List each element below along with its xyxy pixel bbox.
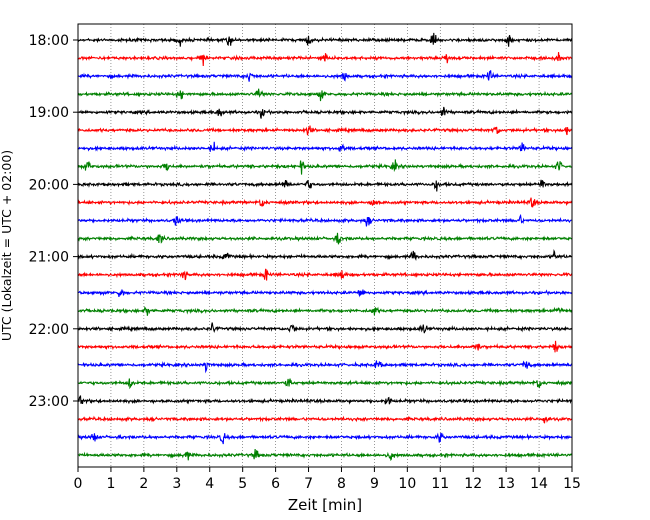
y-tick-label: 22:00 [29, 322, 69, 338]
x-tick-label: 10 [398, 476, 416, 492]
trace-2015 [77, 197, 573, 208]
grid [110, 24, 540, 467]
trace-2100 [77, 249, 572, 261]
x-tick-label: 0 [74, 476, 83, 492]
y-tick-label: 18:00 [29, 33, 69, 49]
trace-1915 [77, 125, 573, 136]
trace-2215 [77, 340, 573, 353]
x-tick-label: 14 [530, 476, 548, 492]
y-tick-label: 21:00 [29, 250, 69, 266]
trace-2300 [77, 395, 573, 405]
trace-1945 [77, 159, 573, 175]
trace-1900 [77, 106, 573, 119]
y-tick-label: 20:00 [29, 177, 69, 193]
x-tick-label: 8 [337, 476, 346, 492]
x-tick-label: 5 [238, 476, 247, 492]
trace-1830 [77, 70, 573, 82]
x-tick-label: 1 [106, 476, 115, 492]
trace-2000 [77, 179, 573, 192]
y-tick-label: 23:00 [29, 394, 69, 410]
y-axis-title: UTC (Lokalzeit = UTC + 02:00) [0, 150, 14, 341]
y-axis-ticks: 18:00 19:00 20:00 21:00 22:00 23:00 [29, 33, 78, 410]
x-tick-label: 15 [563, 476, 581, 492]
trace-2345 [77, 449, 573, 462]
trace-2145 [77, 306, 573, 316]
trace-2200 [77, 322, 573, 334]
trace-2230 [77, 360, 573, 374]
trace-2115 [77, 268, 573, 281]
trace-1845 [77, 88, 573, 102]
trace-2045 [77, 232, 573, 245]
seismic-traces [77, 32, 573, 462]
x-tick-label: 3 [172, 476, 181, 492]
x-tick-label: 4 [205, 476, 214, 492]
x-tick-label: 12 [464, 476, 482, 492]
trace-2315 [77, 415, 573, 424]
trace-2245 [77, 378, 573, 390]
y-tick-label: 19:00 [29, 105, 69, 121]
x-tick-label: 7 [304, 476, 313, 492]
x-tick-label: 2 [139, 476, 148, 492]
x-axis-ticks: 0 1 2 3 4 5 6 7 8 9 10 11 12 13 14 15 [74, 467, 581, 492]
trace-1815 [77, 52, 573, 66]
x-axis-title: Zeit [min] [288, 496, 362, 514]
x-tick-label: 9 [370, 476, 379, 492]
trace-2130 [77, 289, 573, 298]
trace-1930 [77, 141, 573, 152]
trace-2330 [77, 432, 573, 445]
x-tick-label: 13 [497, 476, 515, 492]
trace-2030 [77, 213, 573, 227]
plot-frame [77, 23, 573, 468]
x-tick-label: 11 [431, 476, 449, 492]
trace-1800 [77, 32, 573, 47]
x-tick-label: 6 [271, 476, 280, 492]
